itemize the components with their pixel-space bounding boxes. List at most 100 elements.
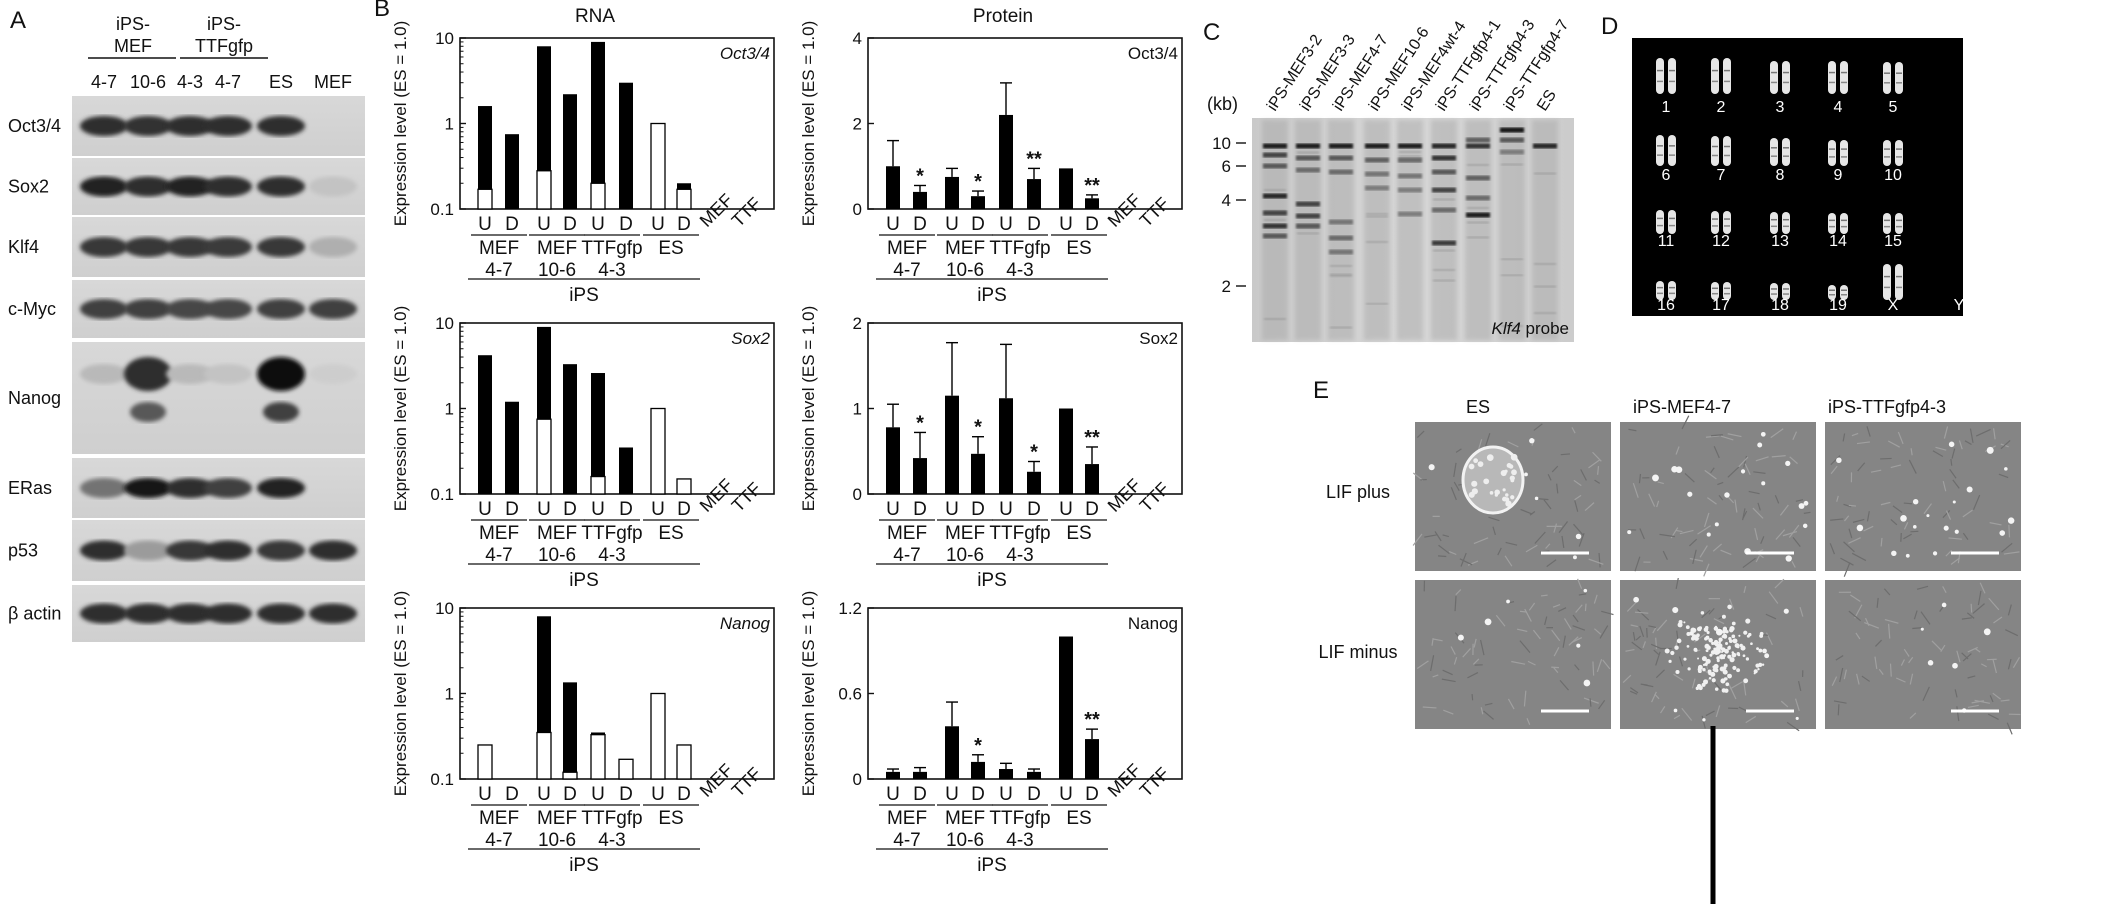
colony-cell	[1725, 649, 1729, 652]
chromosome-label: 4	[1834, 99, 1843, 116]
southern-band	[1398, 173, 1422, 179]
colony-cell	[1708, 676, 1712, 680]
cell-texture	[1679, 529, 1694, 535]
colony-cell	[1664, 648, 1670, 654]
cell-texture	[1851, 552, 1867, 562]
cell-texture	[1532, 629, 1541, 640]
southern-faint-band	[1366, 213, 1388, 216]
southern-faint-band	[1330, 275, 1352, 278]
cell-texture	[1573, 523, 1584, 536]
colony-cell	[1687, 667, 1691, 671]
x-group-label: 4-7	[893, 830, 920, 851]
blot-band	[166, 116, 214, 136]
cell-texture	[1416, 430, 1425, 439]
southern-faint-band	[1534, 262, 1556, 265]
southern-band	[1500, 137, 1524, 143]
y-tick-label: 0.1	[430, 770, 454, 789]
cell-texture	[1525, 544, 1538, 553]
cell-texture	[1546, 559, 1557, 568]
bright-cell	[1714, 522, 1719, 527]
blot-band	[166, 237, 214, 257]
chromosome	[1668, 210, 1676, 234]
blot-band	[166, 478, 214, 498]
bar-protein	[945, 176, 959, 209]
cell-texture	[1962, 653, 1972, 662]
x-group-label: 10-6	[538, 545, 576, 566]
cell-texture	[1584, 502, 1595, 512]
bar-endogenous	[590, 475, 606, 495]
cell-texture	[1529, 511, 1536, 516]
cell-texture	[1598, 553, 1601, 568]
chromosome	[1770, 212, 1778, 234]
chromosome	[1895, 140, 1903, 166]
southern-lane-smear	[1532, 120, 1558, 340]
x-group-label: ES	[658, 523, 683, 544]
bar-protein	[1085, 198, 1099, 209]
cell-texture	[1442, 534, 1449, 538]
colony-cell	[1736, 652, 1741, 656]
cell-texture	[1701, 715, 1706, 729]
cell-texture	[1432, 674, 1439, 678]
southern-band	[1466, 195, 1490, 201]
cell-texture	[1629, 687, 1639, 694]
colony-cell	[1731, 634, 1736, 639]
x-tick-ud: U	[1059, 214, 1073, 235]
colony-cell	[1742, 654, 1746, 658]
bar-protein	[1120, 777, 1130, 780]
southern-band	[1432, 187, 1456, 193]
bright-cell	[1943, 525, 1949, 531]
southern-lane-labels: iPS-MEF3-2iPS-MEF3-3iPS-MEF4-7iPS-MEF10-…	[1264, 17, 1572, 114]
bright-cell	[1905, 553, 1910, 558]
cell-texture	[1710, 434, 1723, 437]
x-group-label: 4-3	[598, 260, 625, 281]
bright-cell	[1583, 588, 1588, 593]
blot-row-label: β actin	[8, 604, 61, 624]
x-group-label: 4-7	[485, 830, 512, 851]
cell-texture	[1553, 523, 1558, 533]
x-group-label: MEF	[945, 238, 985, 259]
blot-band	[80, 364, 128, 384]
cell-texture	[1744, 463, 1751, 475]
cell-texture	[1628, 428, 1637, 432]
cell-texture	[1768, 591, 1779, 604]
bar-total	[478, 355, 492, 494]
cell-texture	[1916, 585, 1929, 590]
bright-cell	[1668, 659, 1672, 663]
x-tick-ud: U	[651, 499, 665, 520]
cell-texture	[1797, 681, 1802, 692]
x-tick-ud: U	[478, 214, 492, 235]
chromosome-pair: 12	[1711, 211, 1731, 250]
cell-texture	[1831, 676, 1838, 687]
x-group-label: MEF	[945, 808, 985, 829]
x-group-label: ES	[1066, 808, 1091, 829]
colony-cell	[1727, 654, 1732, 659]
cell-texture	[1424, 534, 1437, 538]
colony-cell	[1731, 652, 1737, 658]
cell-texture	[1524, 608, 1532, 622]
blot-band	[257, 116, 305, 136]
x-tick-ud: D	[971, 784, 985, 805]
cell-texture	[1830, 518, 1844, 521]
bar-protein	[1059, 408, 1073, 494]
cell-texture	[1880, 457, 1892, 460]
cell-texture	[1742, 557, 1756, 569]
chromosome-label: 14	[1829, 233, 1847, 250]
blot-band	[309, 603, 357, 624]
colony-cell	[1718, 640, 1721, 644]
chromosome-pair: 14	[1828, 213, 1848, 250]
bright-cell	[1900, 515, 1907, 522]
cell-texture	[1942, 586, 1947, 594]
blot-band	[80, 237, 128, 257]
bar-protein	[999, 114, 1013, 209]
cell-texture	[1596, 659, 1603, 673]
cell-texture	[1412, 533, 1423, 546]
x-tick-ud: D	[505, 784, 519, 805]
bar-protein	[886, 166, 900, 209]
cell-texture	[1727, 466, 1740, 478]
x-group-label: TTFgfp	[989, 238, 1050, 259]
y-tick-label: 4	[853, 29, 862, 48]
cell-texture	[1913, 610, 1918, 620]
cell-texture	[1795, 499, 1804, 502]
cell-texture	[1889, 663, 1892, 677]
blot-band	[309, 237, 357, 257]
